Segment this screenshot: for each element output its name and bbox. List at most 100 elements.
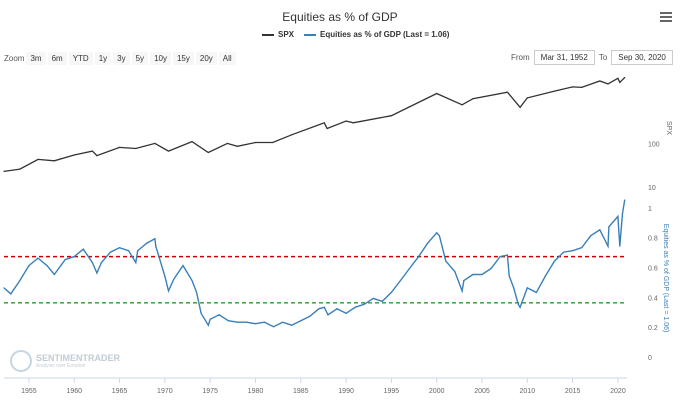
equities-gdp-point	[173, 278, 175, 280]
from-date-input[interactable]: Mar 31, 1952	[533, 50, 595, 65]
sentimentrader-logo-icon	[10, 350, 32, 372]
zoom-label: Zoom	[4, 54, 25, 63]
equities-gdp-point	[53, 273, 55, 276]
equities-gdp-point	[381, 300, 383, 302]
zoom-button[interactable]: YTD	[68, 52, 93, 65]
legend-swatch-spx	[262, 33, 274, 36]
x-tick-label: 2015	[565, 388, 581, 395]
zoom-button[interactable]: 20y	[195, 52, 217, 65]
equities-gdp-point	[309, 315, 311, 317]
equities-gdp-point	[96, 272, 98, 274]
y-tick-label-bottom: 0.2	[648, 325, 658, 332]
spx-point	[323, 122, 325, 124]
spx-point	[581, 86, 583, 88]
x-tick-label: 1960	[66, 388, 82, 395]
watermark-tagline: Analysis over Emotion	[36, 363, 86, 369]
equities-gdp-point	[624, 199, 626, 201]
zoom-button[interactable]: 1y	[94, 52, 112, 65]
x-tick-label: 1970	[157, 388, 173, 395]
spx-point	[291, 134, 293, 136]
equities-gdp-point	[508, 275, 510, 277]
hamburger-menu-icon[interactable]	[660, 12, 672, 24]
equities-gdp-point	[454, 270, 456, 273]
spx-point	[226, 142, 228, 144]
equities-gdp-point	[209, 318, 211, 320]
equities-gdp-point	[73, 256, 75, 258]
spx-point	[345, 120, 347, 122]
equities-gdp-point	[118, 247, 121, 249]
spx-point	[154, 142, 156, 144]
equities-gdp-point	[553, 260, 556, 262]
equities-gdp-point	[254, 323, 257, 325]
equities-gdp-point	[526, 287, 528, 289]
x-tick-label: 1995	[384, 388, 400, 395]
chart-title: Equities as % of GDP	[282, 10, 398, 24]
equities-gdp-point	[135, 261, 137, 264]
equities-gdp-point	[581, 247, 583, 249]
equities-gdp-point	[461, 290, 463, 292]
y-tick-label-bottom: 0	[648, 355, 652, 362]
zoom-button[interactable]: All	[218, 52, 236, 65]
legend: SPX Equities as % of GDP (Last = 1.06)	[262, 30, 449, 39]
equities-gdp-series-line[interactable]	[3, 199, 626, 328]
spx-point	[624, 76, 626, 79]
y-tick-label-bottom: 0.8	[648, 236, 658, 243]
equities-gdp-point	[336, 308, 338, 310]
equities-gdp-point	[327, 314, 329, 316]
y-axis-title-bottom: Equities as % of GDP (Last = 1.06)	[662, 224, 669, 333]
to-date-input[interactable]: Sep 30, 2020	[611, 50, 673, 65]
equities-gdp-point	[100, 261, 103, 264]
zoom-button[interactable]: 5y	[131, 52, 149, 65]
equities-gdp-point	[155, 245, 157, 247]
equities-gdp-point	[463, 279, 465, 282]
zoom-button[interactable]: 6m	[47, 52, 67, 65]
zoom-button[interactable]: 3y	[113, 52, 130, 65]
spx-point	[526, 97, 528, 99]
equities-gdp-point	[109, 251, 112, 253]
spx-point	[73, 154, 75, 156]
spx-point	[326, 127, 328, 130]
equities-gdp-point	[200, 312, 202, 314]
spx-point	[19, 168, 21, 170]
equities-gdp-point	[227, 320, 229, 322]
equities-gdp-point	[517, 303, 519, 305]
legend-label-spx: SPX	[278, 30, 295, 39]
equities-gdp-point	[64, 259, 66, 261]
spx-point	[191, 141, 193, 143]
y-axis-title-top: SPX	[665, 121, 672, 135]
equities-gdp-point	[544, 275, 547, 277]
legend-item-equities-gdp[interactable]: Equities as % of GDP (Last = 1.06)	[304, 30, 449, 39]
spx-point	[53, 160, 55, 162]
legend-item-spx[interactable]: SPX	[262, 30, 294, 39]
equities-gdp-point	[619, 245, 621, 247]
spx-series-line[interactable]	[3, 77, 626, 173]
x-tick-label: 1985	[293, 388, 309, 395]
equities-gdp-point	[399, 279, 402, 282]
equities-gdp-point	[513, 287, 515, 289]
legend-swatch-equities-gdp	[304, 33, 317, 36]
spx-point	[472, 98, 474, 100]
equities-gdp-point	[535, 291, 537, 293]
spx-point	[37, 158, 39, 161]
equities-gdp-point	[195, 291, 198, 293]
equities-gdp-point	[590, 235, 592, 237]
x-tick-label: 1980	[248, 388, 264, 395]
spx-point	[572, 86, 574, 88]
equities-gdp-point	[191, 279, 193, 282]
equities-gdp-point	[617, 215, 619, 217]
equities-gdp-point	[236, 321, 238, 323]
spx-point	[519, 106, 521, 108]
spx-point	[135, 147, 137, 150]
equities-gdp-point	[354, 306, 356, 308]
zoom-button[interactable]: 3m	[26, 52, 46, 65]
zoom-button[interactable]: 10y	[150, 52, 171, 65]
equities-gdp-point	[137, 250, 139, 252]
equities-gdp-point	[506, 254, 508, 256]
y-tick-label-bottom: 1	[648, 206, 652, 213]
spx-point	[352, 122, 354, 124]
x-tick-label: 2000	[429, 388, 445, 395]
equities-gdp-point	[154, 238, 156, 240]
equities-gdp-point	[291, 324, 293, 326]
zoom-button[interactable]: 15y	[172, 52, 194, 65]
